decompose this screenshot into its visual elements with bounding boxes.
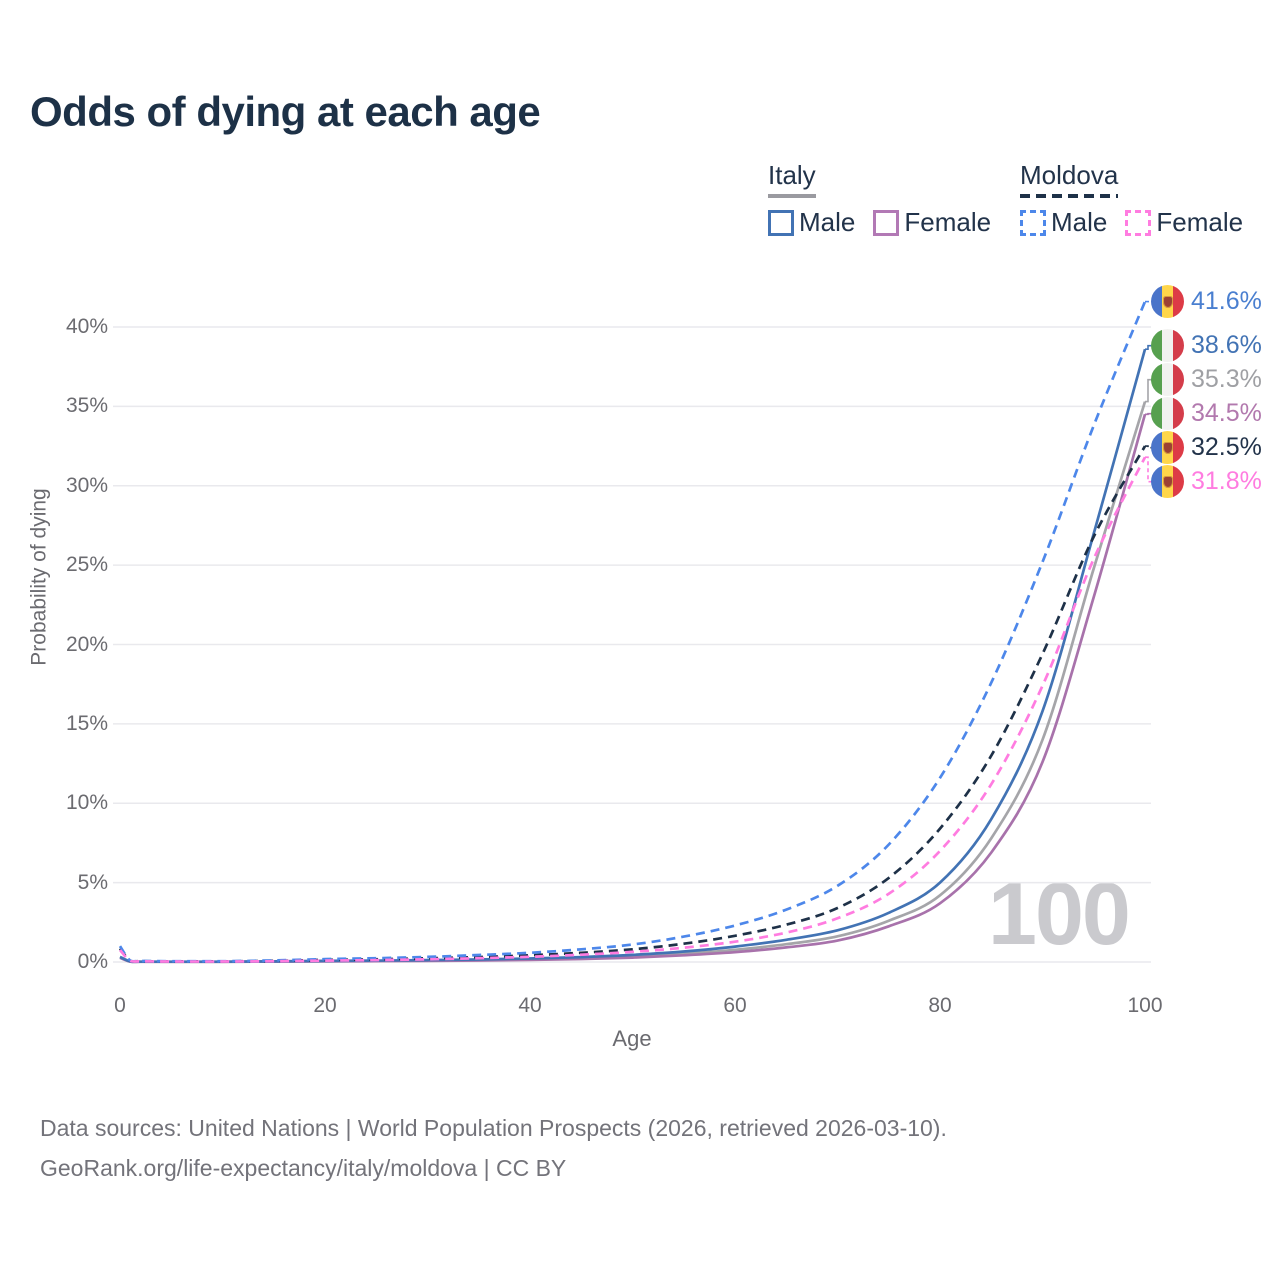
- footer-data-sources: Data sources: United Nations | World Pop…: [40, 1115, 947, 1141]
- legend-swatch-italy-female[interactable]: [873, 209, 900, 236]
- end-value-italy-female: 34.5%: [1191, 399, 1262, 428]
- legend-group-italy: Italy Male Female: [768, 160, 991, 238]
- legend-group-moldova-underline: [1020, 194, 1119, 198]
- legend-item-moldova-female[interactable]: Female: [1125, 207, 1243, 238]
- italy-flag-icon: [1151, 397, 1184, 431]
- end-label-italy-male: 38.6%: [1151, 329, 1262, 363]
- legend-item-italy-female-label: Female: [904, 207, 992, 237]
- end-label-moldova-male: 41.6%: [1151, 285, 1262, 319]
- y-tick-40%: 40%: [65, 315, 108, 338]
- italy-flag-icon: [1151, 329, 1184, 363]
- legend-group-moldova-label: Moldova: [1020, 160, 1119, 190]
- footer-attribution: GeoRank.org/life-expectancy/italy/moldov…: [40, 1155, 567, 1182]
- legend-item-italy-female[interactable]: Female: [873, 207, 991, 238]
- end-label-moldova-female: 31.8%: [1151, 465, 1262, 499]
- legend-item-moldova-male[interactable]: Male: [1020, 207, 1107, 238]
- y-tick-30%: 30%: [65, 473, 108, 497]
- legend-group-italy-label: Italy: [768, 160, 816, 190]
- line-moldova-male[interactable]: [118, 301, 1147, 963]
- italy-flag-icon: [1151, 363, 1184, 397]
- end-label-moldova: 32.5%: [1151, 431, 1262, 465]
- legend-items-moldova: Male Female: [1020, 207, 1243, 238]
- label-leader-lines: [1145, 300, 1152, 483]
- y-tick-35%: 35%: [65, 394, 108, 418]
- footer: Data sources: United Nations | World Pop…: [40, 1108, 947, 1189]
- legend-group-italy-underline: [768, 194, 816, 198]
- legend-item-moldova-male-label: Male: [1051, 207, 1108, 237]
- x-axis-title: Age: [612, 1026, 652, 1051]
- x-tick-60: 60: [723, 994, 747, 1017]
- leader-italy-male: [1145, 344, 1152, 350]
- legend-items-italy: Male Female: [768, 207, 991, 238]
- line-italy-female[interactable]: [119, 413, 1147, 964]
- end-label-italy: 35.3%: [1151, 363, 1262, 397]
- chart-title: Odds of dying at each age: [30, 88, 541, 135]
- y-axis-title-box: Probability of dying: [8, 445, 72, 709]
- moldova-flag-icon: [1151, 465, 1184, 499]
- legend-group-italy-header: Italy: [768, 160, 816, 198]
- legend-group-moldova: Moldova Male Female: [1020, 160, 1243, 238]
- y-axis-title: Probability of dying: [28, 488, 51, 666]
- leader-moldova-female: [1145, 456, 1152, 483]
- x-tick-40: 40: [518, 994, 542, 1017]
- series-curves: [118, 301, 1147, 964]
- line-moldova-female[interactable]: [118, 456, 1147, 963]
- y-tick-15%: 15%: [65, 711, 108, 735]
- end-value-moldova-female: 31.8%: [1191, 467, 1262, 496]
- legend-group-moldova-header: Moldova: [1020, 160, 1119, 198]
- y-tick-20%: 20%: [65, 632, 108, 656]
- y-tick-5%: 5%: [77, 870, 108, 894]
- end-value-moldova-male: 41.6%: [1191, 287, 1262, 316]
- line-moldova[interactable]: [118, 445, 1147, 963]
- moldova-flag-icon: [1151, 285, 1184, 319]
- end-value-italy: 35.3%: [1191, 365, 1262, 394]
- end-value-italy-male: 38.6%: [1191, 331, 1262, 360]
- y-tick-0%: 0%: [77, 950, 108, 973]
- gridlines: [113, 326, 1151, 963]
- legend-swatch-moldova-female[interactable]: [1125, 209, 1152, 236]
- x-tick-20: 20: [313, 994, 337, 1017]
- legend-swatch-italy-male[interactable]: [768, 209, 794, 236]
- chart-watermark: 100: [988, 864, 1131, 963]
- end-label-italy-female: 34.5%: [1151, 397, 1262, 431]
- leader-italy: [1145, 378, 1152, 403]
- x-tick-0: 0: [114, 994, 126, 1017]
- moldova-flag-icon: [1151, 431, 1184, 465]
- legend-item-italy-male[interactable]: Male: [768, 207, 855, 238]
- leader-moldova: [1145, 445, 1152, 449]
- y-tick-25%: 25%: [65, 553, 108, 577]
- end-value-moldova: 32.5%: [1191, 433, 1262, 462]
- x-tick-100: 100: [1127, 994, 1163, 1017]
- y-tick-10%: 10%: [65, 791, 108, 815]
- legend-item-italy-male-label: Male: [799, 207, 856, 237]
- leader-italy-female: [1145, 412, 1152, 416]
- line-italy-male[interactable]: [119, 348, 1147, 964]
- x-tick-80: 80: [928, 994, 952, 1017]
- legend-item-moldova-female-label: Female: [1156, 207, 1244, 237]
- legend-swatch-moldova-male[interactable]: [1020, 209, 1046, 236]
